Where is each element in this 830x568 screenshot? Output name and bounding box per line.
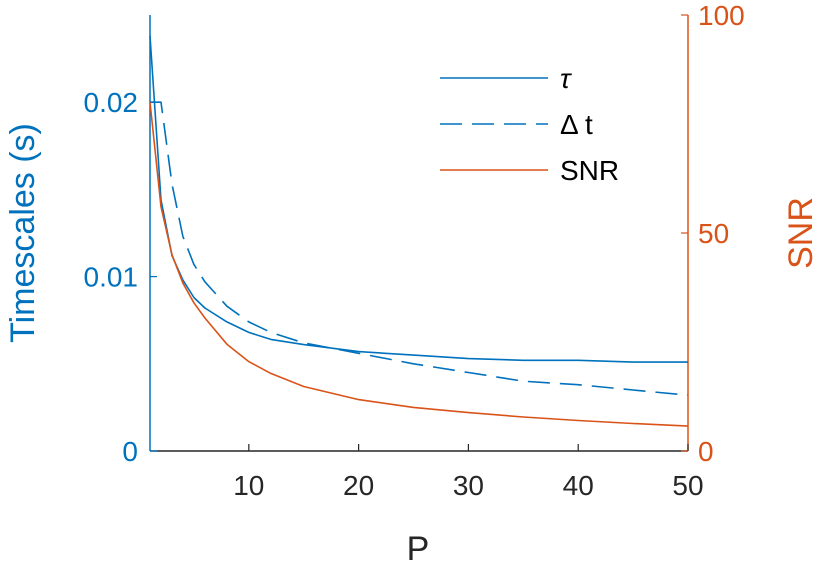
legend-entry-label: τ [560, 63, 572, 94]
y-left-tick-label: 0.02 [84, 87, 139, 118]
x-tick-label: 10 [233, 470, 264, 501]
plot-lines-layer [149, 35, 689, 427]
y-left-tick-label: 0 [122, 436, 138, 467]
y-axis-right-label: SNR [782, 197, 820, 269]
legend-entry-label: Δ t [560, 109, 593, 140]
y-right-tick-label: 100 [698, 0, 745, 31]
y-right-tick-label: 0 [698, 436, 714, 467]
y-left-tick-label: 0.01 [84, 262, 139, 293]
series-line-snr [149, 102, 689, 427]
x-tick-label: 50 [672, 470, 703, 501]
x-tick-label: 30 [453, 470, 484, 501]
y-axis-left-label: Timescales (s) [4, 123, 42, 343]
series-line-τ [149, 35, 688, 363]
series-line-δ-t [150, 101, 689, 396]
x-tick-label: 20 [343, 470, 374, 501]
y-right-tick-label: 50 [698, 218, 729, 249]
x-axis-label: P [407, 530, 430, 568]
legend: τ Δ t SNR [440, 63, 619, 186]
axes-layer [149, 14, 689, 452]
x-tick-label: 40 [563, 470, 594, 501]
legend-entry-label: SNR [560, 155, 619, 186]
